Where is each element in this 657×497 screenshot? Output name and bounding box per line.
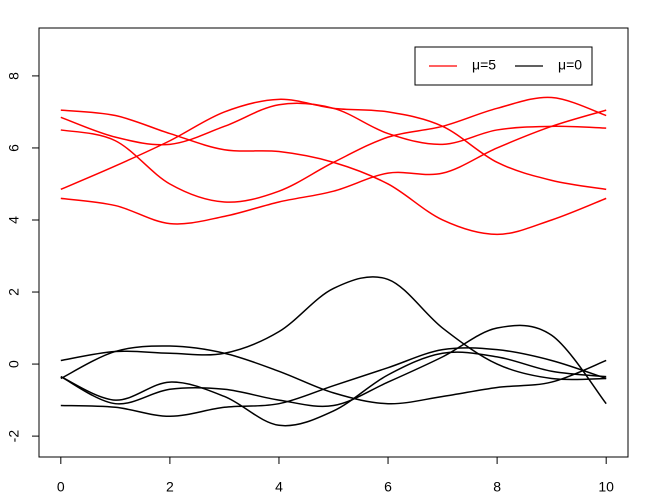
series-line [60,324,607,408]
legend-label: μ=5 [472,57,496,73]
y-tick-label: 8 [6,72,22,80]
series-line [60,98,607,191]
x-tick-label: 0 [57,479,65,495]
x-tick-label: 8 [493,479,501,495]
series-line [60,96,607,203]
series-line [60,276,607,381]
series-line [60,345,607,405]
series-line [60,109,607,225]
legend-label: μ=0 [558,57,582,73]
x-tick-label: 4 [275,479,283,495]
y-tick-label: 2 [6,288,22,296]
series-line [60,347,607,418]
x-tick-label: 2 [166,479,174,495]
y-tick-label: 6 [6,144,22,152]
x-tick-label: 6 [384,479,392,495]
y-tick-label: -2 [6,430,22,443]
y-tick-label: 4 [6,216,22,224]
y-tick-label: 0 [6,360,22,368]
x-tick-label: 10 [598,479,614,495]
series-line [60,351,607,427]
